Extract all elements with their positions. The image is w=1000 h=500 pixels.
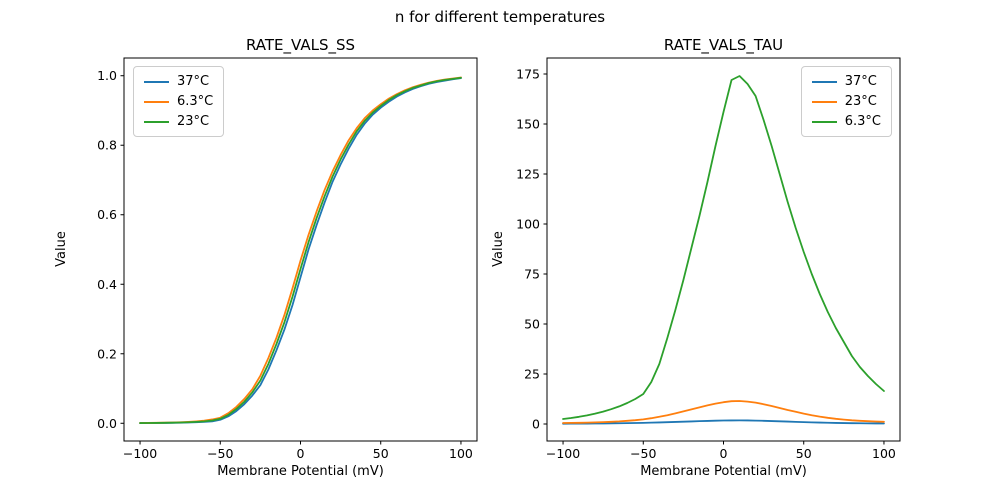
legend-line-swatch (811, 120, 837, 123)
x-tick-label: −100 (546, 446, 580, 461)
y-tick-label: 75 (524, 267, 540, 282)
y-tick-label: 0.0 (97, 416, 117, 431)
x-tick-label: −50 (207, 446, 233, 461)
x-tick-label: 100 (872, 446, 896, 461)
y-tick-label: 125 (516, 167, 540, 182)
y-tick-label: 0.6 (97, 207, 117, 222)
y-tick-label: 100 (516, 217, 540, 232)
legend-entry-37c: 37°C (811, 74, 881, 89)
legend-label: 37°C (844, 74, 877, 89)
legend-entry-6.3c: 6.3°C (144, 94, 213, 109)
legend-left: 37°C 6.3°C 23°C (133, 66, 225, 137)
series-line-23c (139, 76, 462, 424)
y-tick-label: 25 (524, 367, 540, 382)
subplot-title-rate-vals-ss: RATE_VALS_SS (245, 36, 356, 54)
y-tick-label: 0 (532, 417, 540, 432)
y-tick-label: 0.4 (97, 277, 117, 292)
series-line-6.3c (562, 75, 885, 420)
y-axis-label-left: Value (54, 231, 69, 267)
x-tick-label: −50 (630, 446, 656, 461)
x-tick-label: 50 (373, 446, 389, 461)
legend-label: 37°C (177, 74, 210, 89)
legend-entry-37c: 37°C (144, 74, 213, 89)
series-line-37c (562, 419, 885, 425)
legend-line-swatch (144, 100, 169, 103)
legend-line-swatch (811, 100, 837, 103)
x-tick-label: 100 (449, 446, 473, 461)
y-tick-label: 1.0 (97, 68, 117, 83)
x-axis-label-left: Membrane Potential (mV) (217, 464, 384, 479)
y-tick-label: 50 (524, 317, 540, 332)
legend-label: 6.3°C (177, 94, 214, 109)
y-tick-label: 0.2 (97, 346, 117, 361)
legend-line-swatch (144, 120, 169, 123)
legend-right: 37°C 23°C 6.3°C (800, 66, 892, 137)
x-tick-label: 0 (297, 446, 305, 461)
axes-frame (546, 57, 901, 442)
y-tick-label: 175 (516, 67, 540, 82)
legend-line-swatch (144, 80, 169, 83)
figure-title: n for different temperatures (394, 8, 606, 26)
legend-entry-6.3c: 6.3°C (811, 114, 881, 129)
legend-line-swatch (811, 80, 837, 83)
legend-label: 23°C (177, 114, 210, 129)
y-tick-label: 0.8 (97, 138, 117, 153)
y-tick-label: 150 (516, 117, 540, 132)
series-line-23c (562, 400, 885, 424)
legend-entry-23c: 23°C (811, 94, 881, 109)
subplot-title-rate-vals-tau: RATE_VALS_TAU (663, 36, 784, 54)
legend-label: 23°C (844, 94, 877, 109)
x-tick-label: −100 (123, 446, 157, 461)
x-axis-label-right: Membrane Potential (mV) (640, 464, 807, 479)
legend-entry-23c: 23°C (144, 114, 213, 129)
legend-label: 6.3°C (844, 114, 881, 129)
y-axis-label-right: Value (491, 231, 506, 267)
axes-frame (123, 57, 478, 442)
x-tick-label: 0 (720, 446, 728, 461)
x-tick-label: 50 (796, 446, 812, 461)
